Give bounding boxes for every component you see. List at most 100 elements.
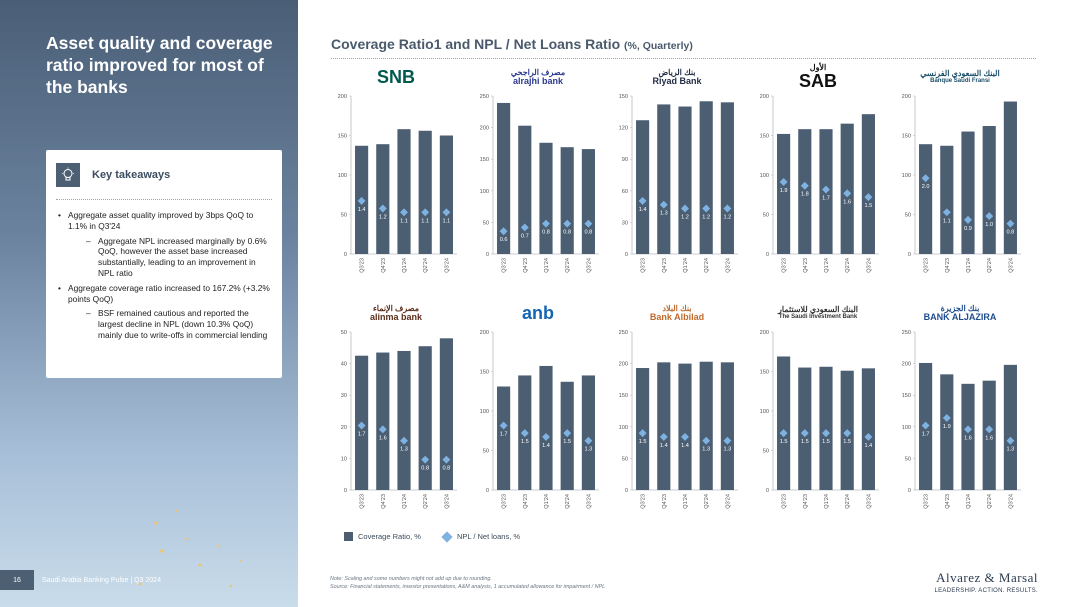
bank-chart-panel: بنك الجزيرة BANK ALJAZIRA 0 50 100 150 200 250 1… <box>895 298 1025 528</box>
x-tick-label: Q2'24 <box>565 494 571 509</box>
coverage-bar <box>678 363 692 490</box>
npl-label-bg <box>841 437 853 445</box>
y-tick-label: 50 <box>905 213 911 219</box>
y-tick-label: 150 <box>480 157 489 163</box>
coverage-bar <box>861 368 875 490</box>
page-number: 16 <box>0 570 34 590</box>
coverage-bar <box>777 133 791 254</box>
x-tick-label: Q4'23 <box>523 494 529 509</box>
npl-label-bg <box>419 464 431 472</box>
coverage-bar <box>699 361 713 490</box>
npl-marker <box>638 196 647 205</box>
x-tick-label: Q1'24 <box>683 258 689 273</box>
npl-marker <box>499 421 508 430</box>
npl-label-bg <box>519 437 531 445</box>
x-tick-label: Q4'23 <box>803 494 809 509</box>
npl-data-label: 1.2 <box>702 214 710 220</box>
x-tick-label: Q3'23 <box>641 258 647 273</box>
x-tick-label: Q2'24 <box>987 258 993 273</box>
coverage-bar <box>636 120 650 254</box>
npl-label-bg <box>637 437 649 445</box>
npl-data-label: 1.3 <box>1007 447 1015 453</box>
legend-label-npl: NPL / Net loans, % <box>456 532 521 541</box>
npl-data-label: 0.9 <box>964 226 972 232</box>
x-tick-label: Q4'23 <box>381 494 387 509</box>
y-tick-label: 50 <box>763 213 769 219</box>
x-tick-label: Q2'24 <box>845 258 851 273</box>
x-tick-label: Q4'23 <box>803 258 809 273</box>
bar-swatch-icon <box>344 532 353 541</box>
x-tick-label: Q3'23 <box>782 494 788 509</box>
page-headline: Asset quality and coverage ratio improve… <box>46 33 273 97</box>
npl-data-label: 0.8 <box>1007 230 1015 236</box>
x-tick-label: Q4'23 <box>381 258 387 273</box>
npl-data-label: 1.7 <box>822 196 830 202</box>
x-tick-label: Q3'24 <box>444 494 450 509</box>
bank-logo: بنك البلاد Bank Albilad <box>612 298 742 328</box>
coverage-bar <box>982 126 996 254</box>
y-tick-label: 0 <box>344 252 347 258</box>
npl-data-label: 0.6 <box>500 237 508 243</box>
bank-chart: 0 50 100 150 200 250 1.5 Q3'23 1.4 Q4'23 1.4 Q1'24 1… <box>619 330 738 509</box>
coverage-bar <box>720 102 734 254</box>
x-tick-label: Q3'24 <box>866 258 872 273</box>
npl-data-label: 1.5 <box>822 439 830 445</box>
npl-marker <box>921 421 930 430</box>
npl-data-label: 1.1 <box>400 218 408 224</box>
npl-data-label: 1.3 <box>660 211 668 217</box>
y-tick-label: 100 <box>760 409 769 415</box>
bank-logo-text: Riyad Bank <box>652 75 702 86</box>
bank-chart: 0 50 100 150 200 250 0.6 Q3'23 0.7 Q4'23 0.8 Q1'24 0… <box>480 94 599 273</box>
npl-data-label: 1.5 <box>865 203 873 209</box>
y-tick-label: 50 <box>905 456 911 462</box>
y-tick-label: 0 <box>625 252 628 258</box>
npl-label-bg <box>983 433 995 441</box>
bank-logo: البنك السعودي الفرنسي Banque Saudi Fransi <box>895 62 1025 92</box>
npl-data-label: 1.2 <box>681 214 689 220</box>
coverage-bar <box>919 144 933 254</box>
x-tick-label: Q3'23 <box>641 494 647 509</box>
npl-label-bg <box>440 464 452 472</box>
y-tick-label: 120 <box>619 126 628 132</box>
y-tick-label: 100 <box>338 173 347 179</box>
x-tick-label: Q3'23 <box>360 494 366 509</box>
bank-logo-arabic: بنك الرياض <box>658 67 696 77</box>
bank-logo-text: Bank Albilad <box>649 311 705 322</box>
npl-data-label: 1.1 <box>421 218 429 224</box>
coverage-bar <box>636 368 650 490</box>
y-tick-label: 100 <box>902 425 911 431</box>
coverage-bar <box>657 362 671 490</box>
y-tick-label: 0 <box>908 488 911 494</box>
y-tick-label: 50 <box>622 456 628 462</box>
x-tick-label: Q3'24 <box>1008 258 1014 273</box>
bank-chart: 0 10 20 30 40 50 1.7 Q3'23 1.6 Q4'23 1.3 Q1'24 0.8 Q2… <box>341 330 457 509</box>
y-tick-label: 150 <box>760 370 769 376</box>
npl-data-label: 1.3 <box>702 447 710 453</box>
chart-title: Coverage Ratio1 and NPL / Net Loans Rati… <box>331 36 693 52</box>
npl-marker <box>864 193 873 202</box>
list-item: Aggregate coverage ratio increased to 16… <box>56 283 272 305</box>
npl-data-label: 1.5 <box>639 439 647 445</box>
coverage-bar <box>397 129 411 254</box>
npl-label-bg <box>658 441 670 449</box>
x-tick-label: Q2'24 <box>704 494 710 509</box>
y-tick-label: 100 <box>619 425 628 431</box>
y-tick-label: 60 <box>622 189 628 195</box>
npl-data-label: 1.7 <box>922 432 930 438</box>
y-tick-label: 150 <box>760 134 769 140</box>
bank-chart: 0 50 100 150 200 2.0 Q3'23 1.1 Q4'23 0.9 Q1'24 1.0 Q… <box>902 94 1021 273</box>
npl-data-label: 1.2 <box>379 214 387 220</box>
x-tick-label: Q3'24 <box>866 494 872 509</box>
npl-label-bg <box>1004 228 1016 236</box>
y-tick-label: 200 <box>760 330 769 336</box>
y-tick-label: 150 <box>902 393 911 399</box>
company-logo: Alvarez & Marsal LEADERSHIP. ACTION. RES… <box>934 570 1038 594</box>
y-tick-label: 0 <box>766 488 769 494</box>
x-tick-label: Q3'24 <box>586 258 592 273</box>
bank-logo: بنك الرياض Riyad Bank <box>612 62 742 92</box>
npl-label-bg <box>1004 445 1016 453</box>
npl-label-bg <box>658 209 670 217</box>
coverage-bar <box>376 352 390 490</box>
npl-marker <box>779 429 788 438</box>
bank-chart: 0 50 100 150 200 1.9 Q3'23 1.8 Q4'23 1.7 Q1'24 1.6 Q… <box>760 94 879 273</box>
